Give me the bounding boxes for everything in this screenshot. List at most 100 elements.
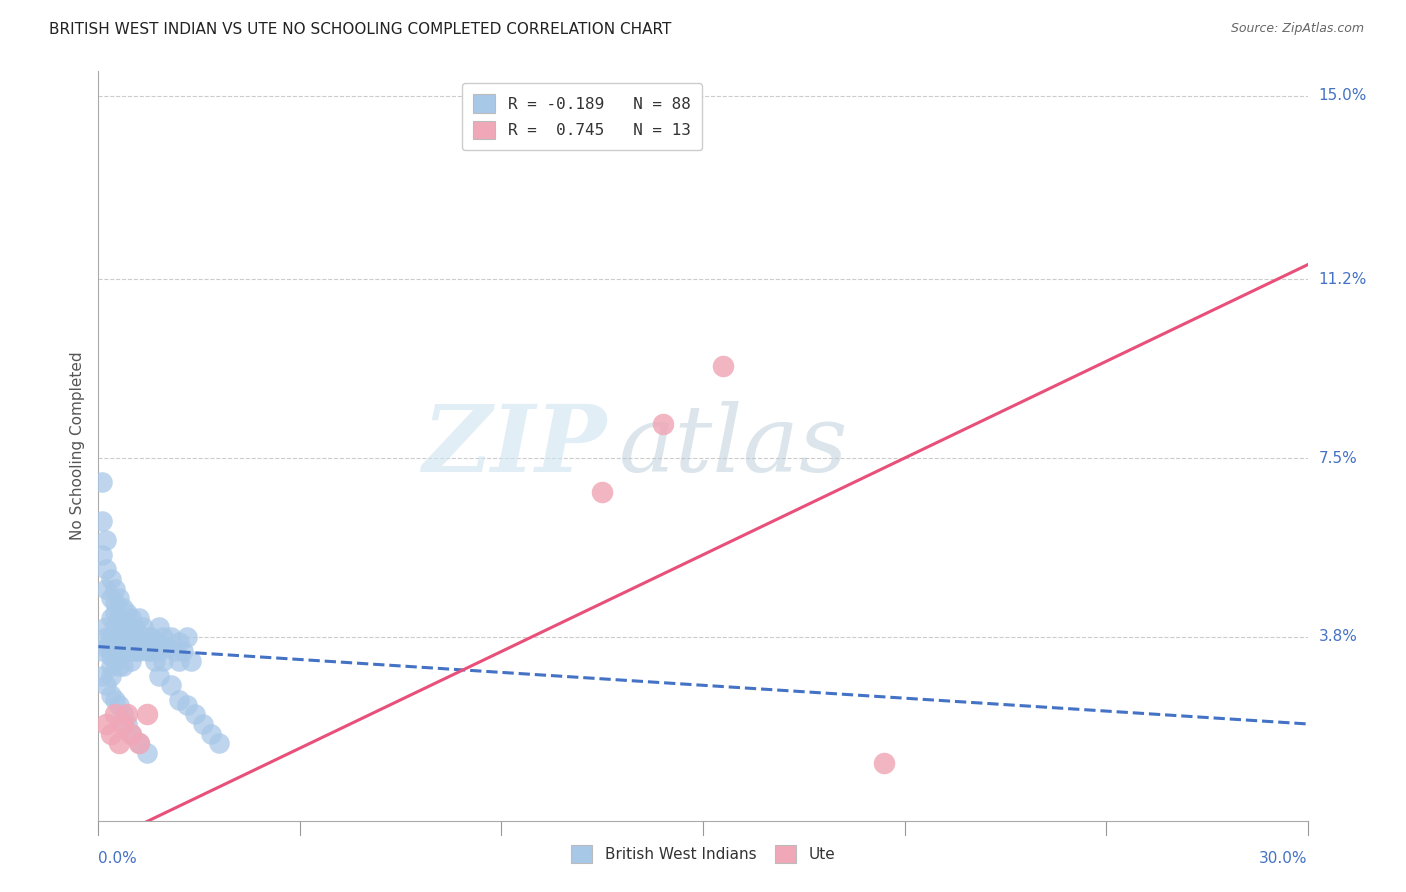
Point	[96, 533, 118, 548]
Point	[135, 644, 157, 658]
Point	[124, 630, 146, 644]
Point	[91, 548, 114, 562]
Text: 7.5%: 7.5%	[1319, 450, 1357, 466]
Point	[115, 707, 138, 722]
Point	[115, 620, 138, 634]
Text: 15.0%: 15.0%	[1319, 88, 1367, 103]
Point	[128, 644, 150, 658]
Point	[91, 644, 114, 658]
Point	[96, 620, 118, 634]
Point	[100, 668, 122, 682]
Text: 0.0%: 0.0%	[98, 851, 138, 866]
Point	[176, 698, 198, 712]
Point	[156, 640, 179, 654]
Point	[115, 606, 138, 620]
Point	[100, 659, 122, 673]
Point	[100, 649, 122, 664]
Point	[96, 582, 118, 596]
Point	[184, 707, 207, 722]
Text: 3.8%: 3.8%	[1319, 630, 1358, 644]
Point	[148, 668, 170, 682]
Text: ZIP: ZIP	[422, 401, 606, 491]
Point	[651, 417, 673, 432]
Point	[193, 717, 215, 731]
Legend: British West Indians, Ute: British West Indians, Ute	[565, 839, 841, 869]
Point	[148, 644, 170, 658]
Point	[200, 726, 222, 740]
Point	[103, 707, 125, 722]
Point	[167, 693, 190, 707]
Point	[111, 620, 134, 634]
Point	[128, 630, 150, 644]
Point	[160, 678, 183, 692]
Point	[107, 659, 129, 673]
Point	[111, 630, 134, 644]
Point	[107, 698, 129, 712]
Text: 11.2%: 11.2%	[1319, 272, 1367, 286]
Point	[135, 707, 157, 722]
Point	[96, 717, 118, 731]
Point	[103, 620, 125, 634]
Point	[120, 726, 142, 740]
Point	[135, 630, 157, 644]
Point	[100, 591, 122, 606]
Point	[100, 640, 122, 654]
Point	[107, 610, 129, 624]
Point	[107, 591, 129, 606]
Point	[143, 634, 166, 648]
Point	[167, 654, 190, 668]
Point	[107, 644, 129, 658]
Point	[132, 620, 155, 634]
Point	[163, 644, 186, 658]
Text: BRITISH WEST INDIAN VS UTE NO SCHOOLING COMPLETED CORRELATION CHART: BRITISH WEST INDIAN VS UTE NO SCHOOLING …	[49, 22, 672, 37]
Point	[124, 620, 146, 634]
Point	[139, 630, 162, 644]
Point	[120, 726, 142, 740]
Point	[873, 756, 896, 770]
Text: Source: ZipAtlas.com: Source: ZipAtlas.com	[1230, 22, 1364, 36]
Point	[135, 746, 157, 760]
Point	[152, 630, 174, 644]
Point	[128, 736, 150, 750]
Point	[711, 359, 734, 374]
Point	[100, 610, 122, 624]
Point	[96, 630, 118, 644]
Point	[115, 630, 138, 644]
Point	[91, 475, 114, 490]
Point	[128, 736, 150, 750]
Point	[160, 630, 183, 644]
Point	[96, 562, 118, 576]
Point	[180, 654, 202, 668]
Point	[91, 514, 114, 528]
Text: 30.0%: 30.0%	[1260, 851, 1308, 866]
Point	[96, 678, 118, 692]
Point	[172, 644, 194, 658]
Point	[120, 610, 142, 624]
Point	[111, 644, 134, 658]
Point	[103, 606, 125, 620]
Point	[139, 644, 162, 658]
Point	[120, 644, 142, 658]
Point	[91, 668, 114, 682]
Point	[103, 582, 125, 596]
Text: atlas: atlas	[619, 401, 848, 491]
Point	[100, 726, 122, 740]
Point	[143, 654, 166, 668]
Point	[103, 630, 125, 644]
Point	[107, 620, 129, 634]
Point	[128, 610, 150, 624]
Point	[152, 654, 174, 668]
Point	[111, 707, 134, 722]
Point	[103, 654, 125, 668]
Point	[115, 644, 138, 658]
Point	[132, 634, 155, 648]
Point	[107, 630, 129, 644]
Point	[167, 634, 190, 648]
Point	[100, 572, 122, 586]
Point	[96, 640, 118, 654]
Point	[120, 654, 142, 668]
Point	[103, 693, 125, 707]
Point	[111, 601, 134, 615]
Point	[208, 736, 231, 750]
Point	[100, 688, 122, 702]
